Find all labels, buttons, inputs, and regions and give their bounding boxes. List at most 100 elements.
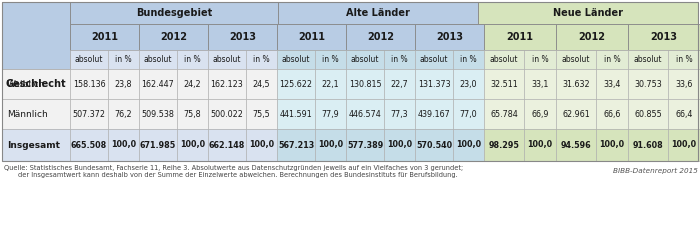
Text: 100,0: 100,0 — [599, 141, 624, 150]
Bar — [484, 50, 524, 69]
Text: absolut: absolut — [144, 55, 172, 64]
Bar — [277, 99, 315, 129]
Text: 2012: 2012 — [578, 32, 606, 42]
Bar — [177, 50, 208, 69]
Bar — [556, 50, 596, 69]
Text: absolut: absolut — [281, 55, 310, 64]
Text: BIBB-Datenreport 2015: BIBB-Datenreport 2015 — [613, 168, 698, 174]
Bar — [668, 69, 700, 99]
Bar — [628, 129, 668, 161]
Bar — [453, 50, 484, 69]
Bar — [2, 2, 698, 161]
Text: 66,9: 66,9 — [531, 109, 549, 119]
Text: 2012: 2012 — [367, 32, 394, 42]
Bar — [315, 50, 346, 69]
Text: in %: in % — [391, 55, 408, 64]
Text: absolut: absolut — [420, 55, 448, 64]
Text: 94.596: 94.596 — [561, 141, 592, 150]
Bar — [70, 99, 108, 129]
Bar — [208, 24, 277, 50]
Text: in %: in % — [253, 55, 270, 64]
Bar — [346, 69, 384, 99]
Text: 33,1: 33,1 — [531, 80, 549, 88]
Text: 66,6: 66,6 — [603, 109, 621, 119]
Bar — [139, 129, 177, 161]
Bar — [556, 129, 596, 161]
Bar — [415, 24, 484, 50]
Text: 665.508: 665.508 — [71, 141, 107, 150]
Bar — [2, 99, 70, 129]
Text: 33,6: 33,6 — [676, 80, 693, 88]
Text: 162.447: 162.447 — [141, 80, 174, 88]
Bar — [208, 69, 246, 99]
Text: 75,8: 75,8 — [183, 109, 202, 119]
Bar — [524, 129, 556, 161]
Text: 158.136: 158.136 — [73, 80, 105, 88]
Bar — [139, 99, 177, 129]
Bar — [668, 50, 700, 69]
Text: 446.574: 446.574 — [349, 109, 382, 119]
Bar — [2, 2, 70, 69]
Bar — [70, 24, 139, 50]
Text: in %: in % — [460, 55, 477, 64]
Bar — [246, 69, 277, 99]
Bar — [484, 129, 524, 161]
Bar — [384, 69, 415, 99]
Bar — [628, 50, 668, 69]
Text: 24,2: 24,2 — [183, 80, 202, 88]
Text: 2011: 2011 — [91, 32, 118, 42]
Text: 2013: 2013 — [650, 32, 678, 42]
Text: 100,0: 100,0 — [456, 141, 481, 150]
Bar — [478, 2, 698, 24]
Text: 98.295: 98.295 — [489, 141, 519, 150]
Text: in %: in % — [184, 55, 201, 64]
Bar — [108, 69, 139, 99]
Bar — [346, 50, 384, 69]
Bar — [484, 69, 524, 99]
Text: Weiblich: Weiblich — [7, 80, 46, 88]
Bar — [484, 99, 524, 129]
Text: absolut: absolut — [490, 55, 518, 64]
Text: 2012: 2012 — [160, 32, 187, 42]
Text: Insgesamt: Insgesamt — [7, 141, 60, 150]
Text: 100,0: 100,0 — [249, 141, 274, 150]
Bar — [108, 50, 139, 69]
Bar — [108, 99, 139, 129]
Bar — [246, 99, 277, 129]
Text: 30.753: 30.753 — [634, 80, 662, 88]
Bar — [346, 99, 384, 129]
Text: 22,1: 22,1 — [322, 80, 340, 88]
Text: absolut: absolut — [75, 55, 104, 64]
Text: 162.123: 162.123 — [211, 80, 244, 88]
Text: 75,5: 75,5 — [253, 109, 270, 119]
Text: 76,2: 76,2 — [115, 109, 132, 119]
Text: 33,4: 33,4 — [603, 80, 621, 88]
Text: in %: in % — [322, 55, 339, 64]
Text: 23,8: 23,8 — [115, 80, 132, 88]
Bar — [2, 129, 70, 161]
Bar — [139, 24, 208, 50]
Bar — [70, 69, 108, 99]
Bar — [556, 69, 596, 99]
Bar — [628, 69, 668, 99]
Text: 32.511: 32.511 — [490, 80, 518, 88]
Bar — [346, 129, 384, 161]
Text: 125.622: 125.622 — [279, 80, 312, 88]
Bar — [277, 69, 315, 99]
Bar — [524, 69, 556, 99]
Bar — [668, 129, 700, 161]
Text: 100,0: 100,0 — [318, 141, 343, 150]
Bar — [415, 99, 453, 129]
Bar — [2, 69, 70, 99]
Text: 77,3: 77,3 — [391, 109, 408, 119]
Bar — [415, 129, 453, 161]
Text: 24,5: 24,5 — [253, 80, 270, 88]
Bar — [556, 24, 628, 50]
Text: in %: in % — [676, 55, 692, 64]
Text: Männlich: Männlich — [7, 109, 48, 119]
Text: Geschlecht: Geschlecht — [6, 78, 66, 88]
Text: 100,0: 100,0 — [671, 141, 696, 150]
Text: 2011: 2011 — [507, 32, 533, 42]
Bar — [177, 69, 208, 99]
Bar — [524, 99, 556, 129]
